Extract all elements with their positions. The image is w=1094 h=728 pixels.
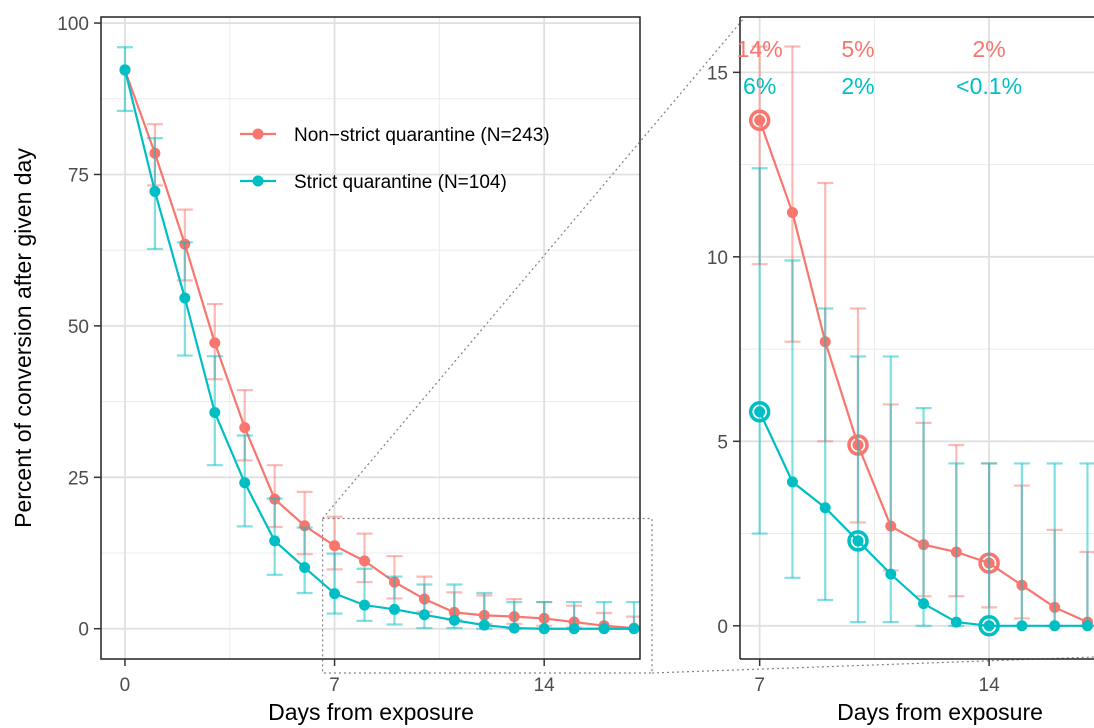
zoom-x-tick-label: 14	[979, 675, 1001, 696]
main-y-tick-label: 100	[57, 14, 89, 35]
main-panel-border	[100, 16, 641, 660]
series-line-non	[123, 69, 635, 630]
data-point	[786, 207, 798, 219]
annotation-label: <0.1%	[956, 73, 1022, 99]
main-x-tick-label: 7	[329, 675, 340, 696]
main-plot-area	[116, 46, 640, 635]
zoom-annotations: 14% 5% 2% 6% 2% <0.1%	[737, 36, 1022, 99]
data-point	[478, 619, 490, 631]
zoom-y-tick-label: 15	[707, 63, 728, 84]
data-point	[754, 406, 766, 418]
data-point	[950, 616, 962, 628]
data-point	[598, 623, 610, 635]
zoom-connectors	[321, 16, 1094, 674]
zoom-y-tick-label: 0	[717, 617, 728, 638]
data-point	[983, 620, 995, 632]
legend-marker-non	[252, 128, 264, 140]
main-grid	[101, 17, 640, 659]
data-point	[418, 609, 430, 621]
highlight-ring	[748, 109, 771, 132]
main-y-tick-label: 75	[68, 165, 89, 186]
main-y-tick-label: 25	[68, 468, 89, 489]
data-point	[209, 406, 221, 418]
series-strict	[116, 46, 640, 635]
legend-label-non: Non−strict quarantine (N=243)	[294, 125, 550, 146]
zoom-y-tick-label: 5	[717, 432, 728, 453]
annotation-label: 6%	[743, 73, 776, 99]
data-point	[754, 114, 766, 126]
series-strict	[748, 167, 1094, 637]
zoom-axes: 7 14 0 5 10 15	[707, 63, 1000, 696]
data-point	[538, 623, 550, 635]
series-line-strict	[123, 69, 635, 630]
data-point	[119, 64, 131, 76]
data-point	[568, 623, 580, 635]
data-point	[852, 535, 864, 547]
zoom-region-box	[321, 517, 653, 674]
data-point	[508, 622, 520, 634]
data-point	[299, 562, 311, 574]
data-point	[239, 477, 251, 489]
data-point	[179, 292, 191, 304]
data-point	[786, 476, 798, 488]
data-point	[209, 337, 221, 349]
zoom-connector-bottom	[651, 656, 1094, 674]
main-x-tick-label: 14	[534, 675, 556, 696]
data-point	[359, 555, 371, 567]
annotation-label: 5%	[841, 36, 874, 62]
zoom-y-tick-label: 10	[707, 248, 728, 269]
main-chart-panel: 0 7 14 0 25 50 75 100 Percent of conversion aft…	[10, 14, 641, 725]
zoom-connector-top	[322, 16, 746, 519]
zoom-plot-area	[748, 45, 1094, 637]
main-y-tick-label: 0	[78, 620, 89, 641]
data-point	[918, 598, 930, 610]
data-point	[239, 422, 251, 434]
legend: Non−strict quarantine (N=243) Strict quar…	[240, 125, 550, 193]
data-point	[885, 568, 897, 580]
data-point	[149, 185, 161, 197]
series-non	[748, 45, 1094, 628]
data-point	[1016, 620, 1028, 632]
data-point	[329, 588, 341, 600]
data-point	[269, 535, 281, 547]
legend-marker-strict	[252, 175, 264, 187]
main-y-axis-label: Percent of conversion after given day	[10, 148, 36, 528]
main-y-tick-label: 50	[68, 317, 89, 338]
zoom-x-tick-label: 7	[754, 675, 765, 696]
legend-label-strict: Strict quarantine (N=104)	[294, 172, 507, 193]
data-point	[1081, 620, 1093, 632]
data-point	[329, 540, 341, 552]
annotation-label: 14%	[737, 36, 783, 62]
main-x-axis-label: Days from exposure	[268, 699, 474, 725]
main-x-tick-label: 0	[120, 675, 131, 696]
zoom-chart-panel: 7 14 0 5 10 15 Days from exposure 14% 5% 2% 6% 2%…	[707, 16, 1094, 725]
highlight-ring	[978, 615, 1000, 637]
data-point	[359, 599, 371, 611]
data-point	[628, 623, 640, 635]
highlight-ring	[748, 401, 771, 423]
data-point	[388, 603, 400, 615]
annotation-label: 2%	[841, 73, 874, 99]
data-point	[448, 614, 460, 626]
data-point	[819, 502, 831, 514]
annotation-label: 2%	[972, 36, 1005, 62]
zoom-x-axis-label: Days from exposure	[837, 699, 1043, 725]
main-axes: 0 7 14 0 25 50 75 100	[57, 14, 555, 696]
highlight-ring	[847, 530, 869, 552]
data-point	[1049, 620, 1061, 632]
